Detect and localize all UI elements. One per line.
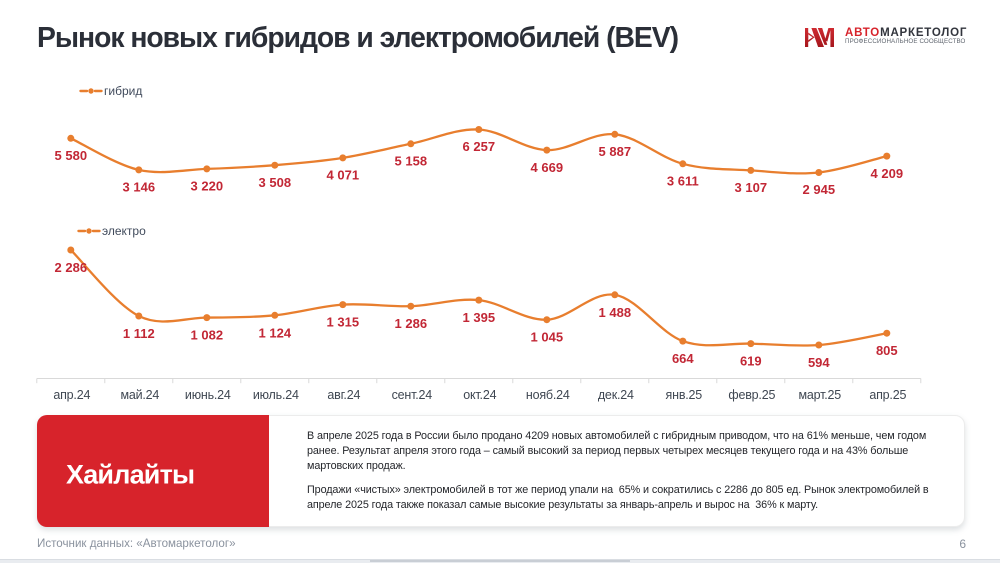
svg-text:5 887: 5 887 [599, 144, 632, 159]
svg-text:апр.24: апр.24 [53, 388, 90, 402]
svg-text:3 220: 3 220 [191, 179, 224, 194]
svg-text:1 124: 1 124 [259, 325, 292, 340]
svg-text:1 045: 1 045 [531, 330, 564, 345]
svg-text:апр.25: апр.25 [869, 388, 906, 402]
svg-text:5 580: 5 580 [55, 148, 88, 163]
svg-text:664: 664 [672, 351, 694, 366]
svg-text:июнь.24: июнь.24 [185, 388, 231, 402]
svg-text:1 286: 1 286 [395, 316, 428, 331]
svg-text:окт.24: окт.24 [463, 388, 496, 402]
svg-text:нояб.24: нояб.24 [526, 388, 570, 402]
svg-text:авг.24: авг.24 [327, 388, 360, 402]
svg-text:дек.24: дек.24 [598, 388, 634, 402]
svg-text:6 257: 6 257 [463, 139, 496, 154]
svg-text:1 112: 1 112 [123, 326, 155, 341]
svg-text:3 146: 3 146 [123, 180, 156, 195]
svg-text:март.25: март.25 [799, 388, 842, 402]
svg-text:сент.24: сент.24 [392, 388, 433, 402]
svg-text:594: 594 [808, 355, 830, 370]
svg-text:2 286: 2 286 [55, 260, 88, 275]
svg-text:1 082: 1 082 [191, 328, 224, 343]
svg-text:4 209: 4 209 [871, 166, 904, 181]
svg-text:805: 805 [876, 343, 898, 358]
svg-text:3 107: 3 107 [735, 180, 768, 195]
svg-text:янв.25: янв.25 [666, 388, 703, 402]
svg-text:4 071: 4 071 [327, 168, 360, 183]
svg-text:2 945: 2 945 [803, 182, 836, 197]
svg-text:3 611: 3 611 [667, 174, 699, 189]
svg-text:май.24: май.24 [120, 388, 159, 402]
svg-text:3 508: 3 508 [259, 175, 292, 190]
svg-text:июль.24: июль.24 [253, 388, 299, 402]
svg-text:619: 619 [740, 354, 762, 369]
svg-text:4 669: 4 669 [531, 160, 564, 175]
svg-text:1 488: 1 488 [599, 305, 632, 320]
svg-text:февр.25: февр.25 [728, 388, 775, 402]
svg-text:1 395: 1 395 [463, 310, 496, 325]
svg-text:5 158: 5 158 [395, 154, 428, 169]
svg-text:1 315: 1 315 [327, 315, 360, 330]
